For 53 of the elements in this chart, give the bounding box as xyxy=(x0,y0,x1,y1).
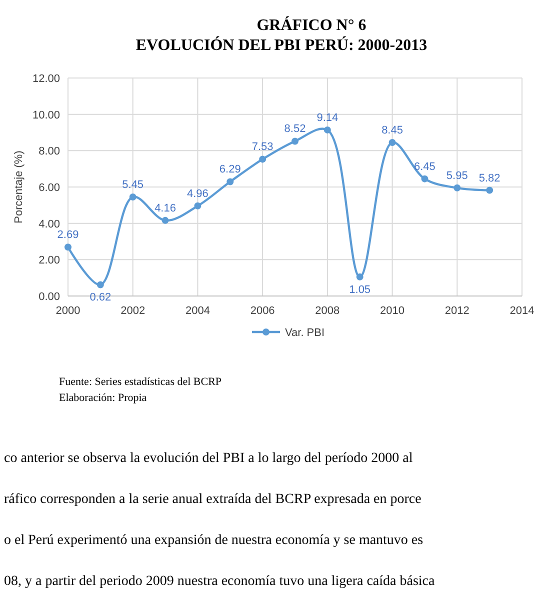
text: 4.16 xyxy=(154,202,176,214)
x-tick-label: 2000 xyxy=(56,305,80,317)
point xyxy=(421,175,428,182)
text: 8.52 xyxy=(284,123,306,136)
point xyxy=(292,138,298,145)
legend-label: Var. PBI xyxy=(285,327,325,339)
text: 4.96 xyxy=(187,188,208,200)
text: 2.69 xyxy=(57,229,79,242)
text: 1.05 xyxy=(349,284,371,296)
point xyxy=(194,202,202,210)
y-tick-label: 6.00 xyxy=(38,182,60,194)
point xyxy=(259,156,266,163)
text: o el Perú experimentó una expansión de nuestra economía y se mantuvo es xyxy=(4,533,424,548)
text: 9.14 xyxy=(316,112,338,124)
text: 6.29 xyxy=(219,164,241,176)
text: 08, y a partir del periodo 2009 nuestra economía tuvo una ligera caída básica xyxy=(4,574,436,589)
text: 5.82 xyxy=(478,172,500,184)
text: ráfico corresponden a la serie anual extraída del BCRP expresada en porce xyxy=(4,492,422,507)
point xyxy=(388,138,396,146)
text: Elaboración: Propia xyxy=(59,392,147,404)
point xyxy=(96,281,104,288)
point xyxy=(324,126,331,134)
source-note: Fuente: Series estadísticas del BCRP xyxy=(59,376,222,388)
text: 5.95 xyxy=(446,170,468,182)
text: 6.45 xyxy=(414,160,436,173)
point xyxy=(226,178,234,186)
x-tick-label: 2008 xyxy=(315,305,340,317)
y-tick-label: 0.00 xyxy=(38,291,60,303)
y-tick-label: 4.00 xyxy=(38,218,60,230)
y-tick-label: 10.00 xyxy=(32,109,60,122)
x-tick-label: 2006 xyxy=(250,305,275,317)
x-tick-label: 2010 xyxy=(380,305,405,317)
y-tick-label: 12.00 xyxy=(32,73,60,85)
y-tick-label: 8.00 xyxy=(38,146,60,158)
point xyxy=(129,193,136,200)
chart-subtitle: EVOLUCIÓN DEL PBI PERÚ: 2000-2013 xyxy=(136,36,428,54)
text: 8.45 xyxy=(382,124,403,136)
point xyxy=(64,244,72,251)
point xyxy=(162,216,169,224)
point xyxy=(356,273,364,280)
chart-title: GRÁFICO N° 6 xyxy=(256,16,366,34)
text: 5.45 xyxy=(122,178,144,191)
x-tick-label: 2012 xyxy=(444,305,470,317)
text: 7.53 xyxy=(252,141,274,154)
y-tick-label: 2.00 xyxy=(38,254,60,267)
point xyxy=(486,186,494,194)
x-tick-label: 2002 xyxy=(120,305,146,317)
point xyxy=(454,184,461,192)
text: co anterior se observa la evolución del PBI a lo largo del período 2000 al xyxy=(4,451,413,466)
x-tick-label: 2004 xyxy=(185,305,210,317)
text: 0.62 xyxy=(90,292,112,304)
x-tick-label: 2014 xyxy=(510,305,534,317)
y-axis-title: Porcentaje (%) xyxy=(13,150,25,224)
